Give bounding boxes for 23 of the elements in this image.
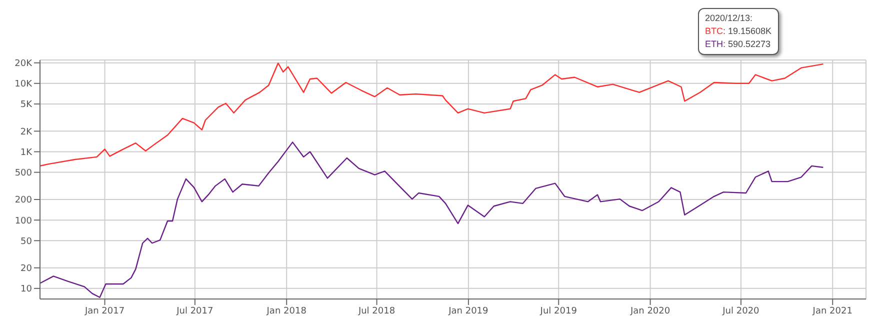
y-tick-label: 50: [20, 236, 32, 247]
x-tick-label: Jan 2020: [629, 306, 670, 316]
x-tick-label: Jul 2019: [539, 306, 578, 316]
y-tick-label: 20: [20, 264, 32, 274]
y-tick-label: 10: [20, 284, 32, 295]
x-tick-label: Jul 2017: [176, 306, 214, 316]
y-tick-label: 100: [14, 216, 32, 226]
line-series: [40, 62, 824, 167]
x-tick-label: Jan 2019: [448, 306, 489, 316]
y-tick-label: 10K: [14, 80, 34, 90]
y-tick-label: 2K: [20, 127, 34, 138]
y-tick-label: 5K: [20, 100, 34, 110]
x-tick-label: Jan 2018: [266, 306, 307, 316]
y-tick-label: 20K: [14, 59, 34, 70]
x-tick-label: Jul 2018: [357, 306, 396, 316]
y-tick-label: 500: [14, 168, 32, 179]
y-tick-label: 1K: [20, 148, 34, 158]
x-tick-label: Jul 2020: [722, 306, 760, 316]
line-series: [40, 142, 824, 298]
y-tick-label: 200: [14, 196, 32, 206]
x-tick-label: Jan 2017: [84, 306, 125, 316]
x-tick-label: Jan 2021: [812, 306, 852, 316]
tooltip-box: 2020/12/13: BTC: 19.15608K ETH: 590.52273: [698, 8, 779, 55]
